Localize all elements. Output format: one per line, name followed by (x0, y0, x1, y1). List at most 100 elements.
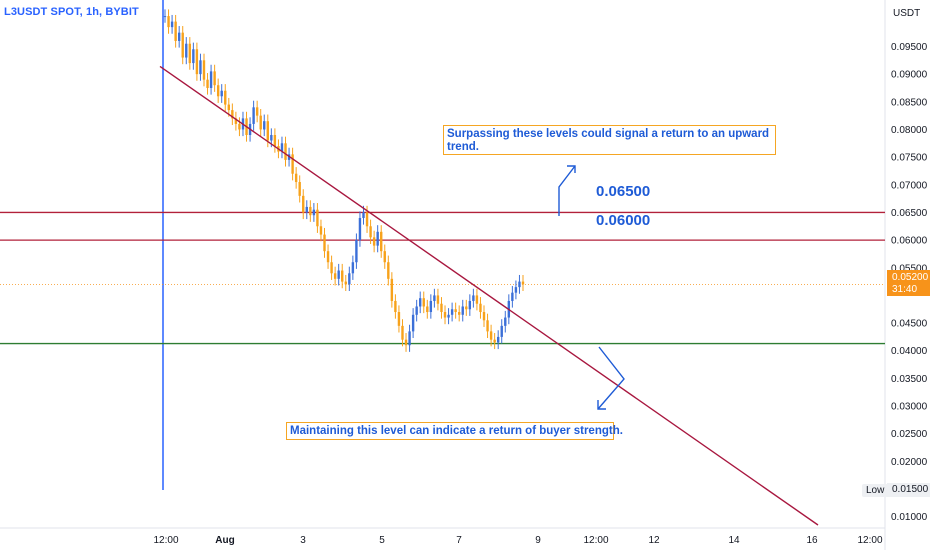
candle-body (440, 303, 443, 313)
candle-body (518, 281, 521, 288)
y-tick-label: 0.08500 (891, 97, 928, 108)
y-tick-label: 0.07000 (891, 180, 928, 191)
candle-body (450, 309, 454, 315)
y-tick-label: 0.04000 (891, 346, 928, 357)
candle-body (383, 251, 386, 263)
candle-body (447, 314, 450, 318)
candle-body (227, 104, 231, 111)
candle-body (433, 295, 436, 301)
candle-body (358, 217, 362, 241)
candle-body (454, 309, 457, 313)
candle-body (330, 262, 333, 274)
candle-body (493, 339, 496, 343)
candle-body (333, 273, 337, 279)
x-tick-label: 12:00 (153, 535, 178, 546)
y-tick-label: 0.09000 (891, 70, 928, 81)
candle-body (177, 32, 181, 41)
candle-body (273, 135, 277, 147)
candle-body (475, 295, 479, 304)
candle-body (316, 209, 319, 227)
last-price-tag: 0.05200 31:40 (887, 270, 930, 296)
candle-body (468, 300, 472, 310)
up-arrow-head-icon (567, 165, 576, 173)
candle-body (514, 287, 518, 293)
candle-body (376, 231, 379, 246)
candle-body (489, 331, 493, 340)
y-tick-label: 0.05500 (891, 263, 928, 274)
candle-body (238, 123, 241, 130)
candle-body (270, 135, 273, 141)
low-price-value: 0.01500 (887, 483, 930, 497)
candle-body (387, 262, 390, 279)
candle-body (500, 325, 503, 337)
descending-trendline (159, 65, 819, 526)
candle-body (263, 121, 266, 130)
candle-body (461, 306, 464, 315)
y-tick-label: 0.04500 (891, 319, 928, 330)
candle-body (365, 212, 369, 227)
candle-body (344, 281, 347, 285)
candle-body (202, 60, 206, 80)
candle-body (457, 312, 461, 315)
candle-body (252, 107, 255, 124)
candle-body (174, 21, 177, 41)
candle-body (348, 273, 351, 285)
candle-body (167, 16, 170, 28)
candle-body (351, 262, 355, 274)
x-tick-label: Aug (215, 535, 234, 546)
candle-body (319, 226, 323, 235)
x-tick-label: 16 (806, 535, 818, 546)
down-arrow-head-icon (597, 400, 606, 410)
candle-body (291, 154, 294, 174)
candle-body (426, 306, 429, 313)
candle-body (419, 298, 422, 307)
candle-body (397, 312, 401, 326)
candle-body (199, 60, 202, 75)
x-tick-label: 12:00 (583, 535, 608, 546)
candle-body (511, 292, 514, 301)
x-tick-label: 7 (456, 535, 462, 546)
x-tick-label: 12:00 (857, 535, 882, 546)
y-tick-label: 0.02500 (891, 429, 928, 440)
candle-body (298, 182, 301, 196)
candle-body (209, 71, 213, 88)
candle-body (362, 212, 365, 218)
candle-body (479, 303, 482, 313)
annotation-buyer-strength[interactable]: Maintaining this level can indicate a re… (286, 422, 623, 440)
y-tick-label: 0.08000 (891, 125, 928, 136)
candle-body (185, 43, 188, 58)
candle-body (309, 206, 312, 216)
currency-label: USDT (893, 8, 920, 19)
candle-body (280, 143, 284, 152)
candle-body (482, 312, 486, 321)
candle-body (404, 339, 408, 346)
candle-body (206, 79, 209, 88)
y-tick-label: 0.03500 (891, 374, 928, 385)
x-tick-label: 5 (379, 535, 385, 546)
candle-body (294, 173, 298, 183)
candle-body (372, 237, 376, 246)
candle-body (465, 306, 468, 310)
candle-body (195, 49, 199, 75)
bar-countdown: 31:40 (892, 284, 918, 295)
candle-body (216, 85, 220, 97)
candle-body (472, 295, 475, 301)
y-tick-label: 0.06000 (891, 236, 928, 247)
annotation-upward-trend[interactable]: Surpassing these levels could signal a r… (443, 125, 776, 155)
candle-body (284, 143, 287, 160)
candle-body (436, 295, 440, 304)
candle-body (255, 107, 259, 116)
candle-body (401, 325, 404, 340)
low-label: Low (862, 484, 889, 497)
y-tick-label: 0.06500 (891, 208, 928, 219)
candle-body (224, 90, 227, 105)
candle-body (188, 43, 192, 64)
candle-body (259, 115, 262, 130)
candle-body (521, 281, 525, 285)
candle-body (394, 300, 397, 313)
candle-body (213, 71, 216, 86)
candle-body (504, 317, 507, 326)
candle-body (496, 336, 500, 343)
candle-body (429, 300, 433, 313)
